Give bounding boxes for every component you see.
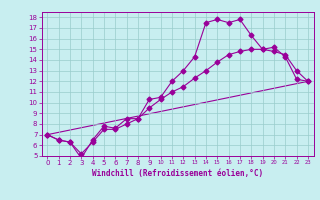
X-axis label: Windchill (Refroidissement éolien,°C): Windchill (Refroidissement éolien,°C) [92, 169, 263, 178]
